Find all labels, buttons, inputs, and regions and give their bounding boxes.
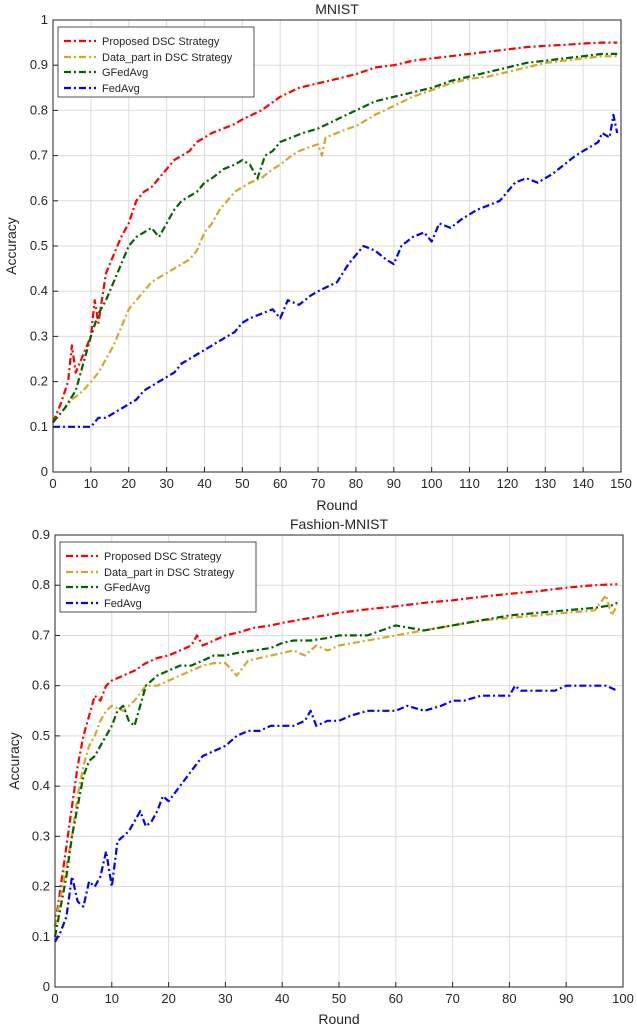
series-lines [53, 583, 619, 943]
x-tick-label: 90 [387, 476, 401, 491]
y-tick-label: 1 [41, 12, 48, 27]
x-tick-label: 80 [349, 476, 363, 491]
x-tick-label: 20 [161, 991, 175, 1006]
y-tick-label: 0.5 [32, 728, 50, 743]
legend-label: Proposed DSC Strategy [102, 36, 220, 48]
x-axis-label: Round [316, 497, 357, 513]
series-line [52, 55, 618, 424]
series-line [53, 601, 618, 938]
x-tick-label: 120 [497, 476, 519, 491]
x-tick-label: 60 [273, 476, 287, 491]
y-tick-label: 0.3 [32, 828, 50, 843]
x-tick-label: 30 [218, 991, 232, 1006]
x-tick-label: 30 [159, 476, 173, 491]
legend-label: GFedAvg [104, 582, 150, 594]
series-line [51, 41, 618, 423]
y-tick-label: 0.6 [32, 678, 50, 693]
legend-label: FedAvg [104, 598, 142, 610]
y-tick-label: 0.4 [30, 283, 48, 298]
y-tick-label: 0.1 [32, 929, 50, 944]
legend-label: Data_part in DSC Strategy [102, 52, 233, 64]
x-ticks: 0 10 20 30 40 50 60 70 80 90 100 [51, 982, 634, 1006]
series-line [54, 684, 618, 943]
y-tick-label: 0.2 [30, 374, 48, 389]
series-lines [51, 41, 619, 428]
legend-box [57, 26, 255, 98]
x-tick-label: 10 [105, 991, 119, 1006]
y-axis-label: Accuracy [3, 217, 19, 275]
legend-label: Proposed DSC Strategy [104, 551, 222, 563]
legend-label: GFedAvg [102, 67, 148, 79]
x-tick-label: 60 [389, 991, 403, 1006]
chart-fashion-mnist: 0 10 20 30 40 50 60 70 80 90 100 00.10.20.30.40.50… [6, 516, 634, 1027]
y-tick-label: 0 [41, 464, 48, 479]
x-tick-label: 110 [459, 476, 480, 491]
y-tick-label: 0.3 [30, 328, 48, 343]
x-tick-label: 0 [49, 476, 56, 491]
x-tick-label: 80 [502, 991, 516, 1006]
legend-label: FedAvg [102, 83, 140, 95]
x-tick-label: 10 [84, 476, 98, 491]
x-tick-label: 0 [51, 991, 58, 1006]
y-tick-label: 0.7 [32, 627, 50, 642]
x-tick-label: 40 [275, 991, 289, 1006]
y-axis-label: Accuracy [6, 732, 22, 790]
chart-title: MNIST [315, 1, 359, 17]
legend-box [59, 541, 257, 613]
x-tick-label: 100 [612, 991, 634, 1006]
y-tick-label: 0.5 [30, 238, 48, 253]
y-ticks: 0 0.1 0.2 0.3 0.4 0.5 0.6 0.7 0.8 0.9 1 [30, 12, 58, 479]
series-line [53, 583, 618, 927]
x-tick-label: 50 [332, 991, 346, 1006]
chart-title: Fashion-MNIST [290, 516, 388, 532]
y-tick-label: 0.8 [32, 577, 50, 592]
x-tick-label: 50 [235, 476, 249, 491]
legend: Proposed DSC Strategy Data_part in DSC S… [57, 26, 255, 98]
x-axis-label: Round [318, 1011, 359, 1027]
legend-label: Data_part in DSC Strategy [104, 567, 235, 579]
chart-mnist: 0 10 20 30 40 50 60 70 80 90 100 110 120 130 140 150 00… [3, 1, 632, 513]
series-line [53, 594, 619, 927]
y-tick-label: 0.7 [30, 148, 48, 163]
y-tick-label: 0.2 [32, 879, 50, 894]
legend: Proposed DSC Strategy Data_part in DSC S… [59, 541, 257, 613]
x-tick-label: 70 [311, 476, 325, 491]
y-tick-label: 0.1 [30, 419, 48, 434]
y-ticks: 0 0.1 0.2 0.3 0.4 0.5 0.6 0.7 0.8 0.9 [32, 527, 60, 994]
x-tick-label: 140 [572, 476, 594, 491]
x-ticks: 0 10 20 30 40 50 60 70 80 90 100 110 120 130 140 150 [49, 467, 632, 491]
series-line [52, 52, 618, 424]
x-tick-label: 100 [421, 476, 443, 491]
x-tick-label: 150 [610, 476, 632, 491]
x-tick-label: 130 [534, 476, 556, 491]
y-tick-label: 0.9 [32, 527, 50, 542]
x-tick-label: 90 [559, 991, 573, 1006]
y-tick-label: 0.8 [30, 102, 48, 117]
series-line [53, 113, 619, 428]
y-tick-label: 0 [43, 979, 50, 994]
x-tick-label: 20 [121, 476, 135, 491]
x-tick-label: 70 [445, 991, 459, 1006]
x-tick-label: 40 [197, 476, 211, 491]
y-tick-label: 0.9 [30, 57, 48, 72]
y-tick-label: 0.4 [32, 778, 50, 793]
y-tick-label: 0.6 [30, 193, 48, 208]
